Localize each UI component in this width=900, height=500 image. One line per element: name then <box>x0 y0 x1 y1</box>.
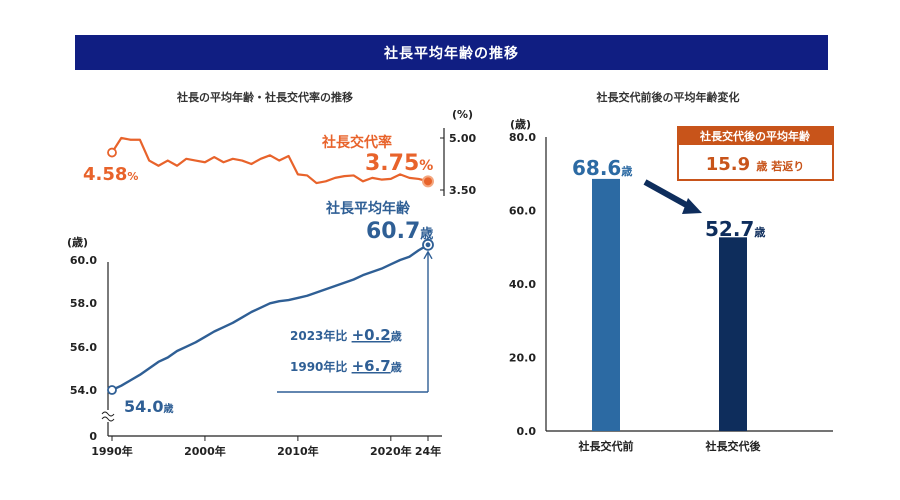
chart-banner-title: 社長平均年齢の推移 <box>75 35 828 70</box>
age-tick-label: 58.0 <box>70 297 97 310</box>
bar-chart-axes: 80.0 60.0 40.0 20.0 0.0 <box>509 131 833 438</box>
right-chart-title: 社長交代前後の平均年齢変化 <box>596 90 740 104</box>
rate-tick-label: 5.00 <box>449 132 476 145</box>
rate-start-marker <box>107 147 117 158</box>
age-end-label: 60.7歳 <box>366 219 433 244</box>
age-end-marker-dot <box>425 242 431 248</box>
age-start-unit: 歳 <box>163 402 173 415</box>
rate-series-name: 社長交代率 <box>321 134 392 151</box>
change-arrow-head <box>682 198 702 214</box>
badge-suffix: 若返り <box>771 159 804 173</box>
age-series-name: 社長平均年齢 <box>325 200 411 217</box>
rate-series-line <box>111 136 429 185</box>
axis-break-mark <box>101 411 115 422</box>
age-start-marker <box>107 385 117 395</box>
annotation-text: 1990年比 +6.7歳 <box>290 357 402 375</box>
bar-category-label: 社長交代後 <box>705 439 762 453</box>
age-end-unit: 歳 <box>420 226 433 242</box>
annotation-unit: 歳 <box>391 360 402 374</box>
annotation-unit: 歳 <box>391 329 402 343</box>
rate-start-label: 4.58% <box>83 164 138 185</box>
badge-title: 社長交代後の平均年齢 <box>699 129 811 143</box>
x-tick-label: 2020年 <box>370 444 412 458</box>
x-tick-label: 2010年 <box>277 444 319 458</box>
change-arrow-shaft <box>643 179 692 210</box>
rate-end-unit: % <box>419 158 433 174</box>
bar-value-unit: 歳 <box>621 164 632 178</box>
bar-y-tick-label: 40.0 <box>509 278 536 291</box>
bar-y-tick-label: 0.0 <box>517 425 537 438</box>
x-tick-label: 24年 <box>415 444 441 458</box>
bar <box>719 237 747 431</box>
rate-end-marker <box>422 175 434 188</box>
badge-unit: 歳 <box>756 159 771 173</box>
left-axis-unit: (歳) <box>67 235 88 249</box>
badge-header-bg <box>678 127 833 145</box>
bar-chart-bars: 社長交代前 社長交代後 68.6歳 52.7歳 社長交代後の平均年齢 15.9 歳 若返り <box>572 126 834 453</box>
bar-value-label: 52.7歳 <box>705 217 765 241</box>
bar-value-unit: 歳 <box>754 225 765 239</box>
bar-y-tick-label: 20.0 <box>509 352 536 365</box>
bar-y-tick-label: 60.0 <box>509 205 536 218</box>
bar-axis-unit: (歳) <box>510 117 531 131</box>
age-tick-label: 56.0 <box>70 341 97 354</box>
bar-y-tick-label: 80.0 <box>509 131 536 144</box>
age-start-label: 54.0歳 <box>124 397 173 416</box>
bar-value-label: 68.6歳 <box>572 156 632 180</box>
x-tick-label: 1990年 <box>91 444 133 458</box>
annotation-arrow-head <box>423 250 433 260</box>
x-tick-label: 2000年 <box>184 444 226 458</box>
age-tick-label: 60.0 <box>70 254 97 267</box>
rate-start-unit: % <box>127 170 138 183</box>
annotation-change: +0.2 <box>352 326 391 344</box>
rate-end-label: 3.75% <box>365 151 433 176</box>
left-chart-title: 社長の平均年齢・社長交代率の推移 <box>176 90 353 104</box>
bar-category-label: 社長交代前 <box>578 439 634 453</box>
badge-value: 15.9 歳 若返り <box>706 154 805 175</box>
left-chart-lines <box>107 136 434 395</box>
age-tick-label: 0 <box>89 430 97 443</box>
age-series-line <box>111 243 429 392</box>
right-axis-unit: (%) <box>452 108 473 121</box>
annotation-text: 2023年比 +0.2歳 <box>290 326 402 344</box>
annotation-change: +6.7 <box>352 357 391 375</box>
age-tick-label: 54.0 <box>70 384 97 397</box>
rate-tick-label: 3.50 <box>449 184 476 197</box>
bar <box>592 178 620 431</box>
